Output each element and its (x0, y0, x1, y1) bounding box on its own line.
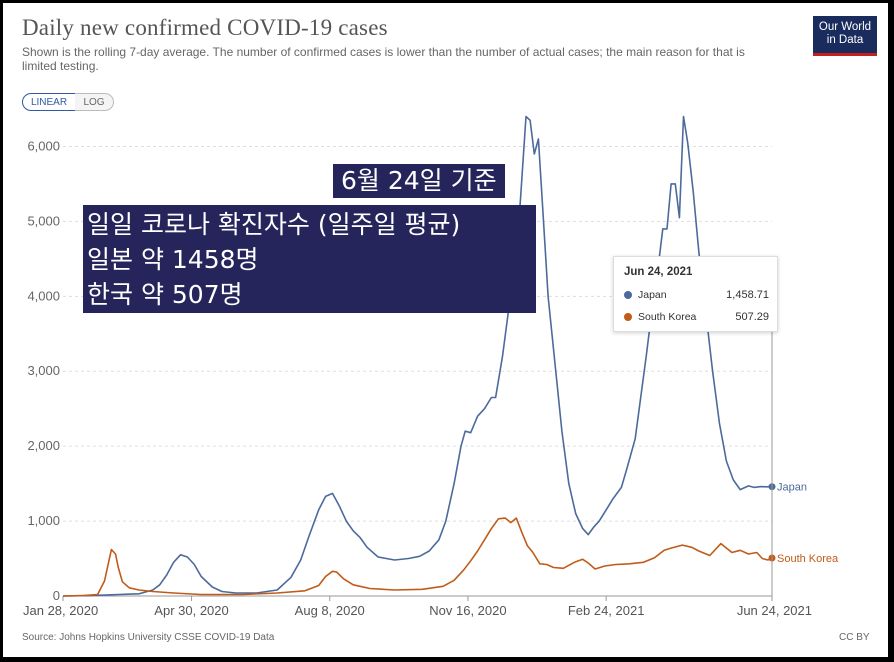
series-line-south-korea (62, 517, 773, 597)
annotation-date-banner: 6월 24일 기준 (333, 164, 505, 198)
y-tick-label: 0 (53, 588, 60, 603)
tooltip-name-korea: South Korea (638, 311, 697, 323)
y-tick-label: 1,000 (27, 513, 60, 528)
tooltip-row-japan: Japan 1,458.71 (624, 287, 769, 303)
logo-line-1: Our World (818, 21, 872, 33)
korea-dot-icon (624, 313, 632, 321)
series-label-south-korea: South Korea (777, 553, 839, 565)
y-tick-label: 5,000 (27, 213, 60, 228)
owid-logo[interactable]: Our World in Data (813, 16, 877, 56)
y-tick-label: 4,000 (27, 288, 60, 303)
tick-layer: 0 1,000 2,000 3,000 4,000 5,000 6,000 Jan 28, 2… (23, 138, 812, 618)
annotation-line-title: 일일 코로나 확진자수 (일주일 평균) (87, 210, 461, 239)
chart-frame: Daily new confirmed COVID-19 cases Shown… (3, 3, 888, 657)
x-tick-label: Jun 24, 2021 (737, 603, 812, 618)
linear-scale-button[interactable]: LINEAR (22, 93, 76, 111)
chart-subtitle: Shown is the rolling 7-day average. The … (22, 45, 745, 73)
x-tick-label: Apr 30, 2020 (154, 603, 228, 618)
annotation-summary-banner: 일일 코로나 확진자수 (일주일 평균) 일본 약 1458명 한국 약 507… (83, 205, 536, 313)
logo-line-2: in Data (826, 34, 864, 46)
log-scale-button[interactable]: LOG (75, 93, 114, 111)
y-tick-label: 2,000 (27, 438, 60, 453)
tooltip-value-japan: 1,458.71 (726, 289, 769, 301)
license-link[interactable]: CC BY (839, 632, 870, 643)
annotation-line-korea: 한국 약 507명 (87, 280, 243, 309)
x-tick-label: Nov 16, 2020 (429, 603, 506, 618)
x-tick-label: Jan 28, 2020 (23, 603, 98, 618)
annotation-line-japan: 일본 약 1458명 (87, 245, 259, 274)
x-tick-label: Aug 8, 2020 (295, 603, 365, 618)
tooltip-name-japan: Japan (638, 289, 667, 301)
chart-title: Daily new confirmed COVID-19 cases (22, 15, 388, 40)
tooltip-date: Jun 24, 2021 (624, 266, 693, 278)
y-tick-label: 6,000 (27, 138, 60, 153)
y-tick-label: 3,000 (27, 363, 60, 378)
x-tick-label: Feb 24, 2021 (568, 603, 645, 618)
tooltip-row-korea: South Korea 507.29 (624, 309, 769, 325)
series-label-japan: Japan (777, 482, 807, 494)
source-note[interactable]: Source: Johns Hopkins University CSSE CO… (22, 632, 275, 643)
japan-dot-icon (624, 291, 632, 299)
hover-tooltip: Jun 24, 2021 Japan 1,458.71 South Korea … (613, 256, 778, 332)
label-layer: Japan South Korea (777, 482, 839, 565)
tooltip-value-korea: 507.29 (735, 311, 769, 323)
